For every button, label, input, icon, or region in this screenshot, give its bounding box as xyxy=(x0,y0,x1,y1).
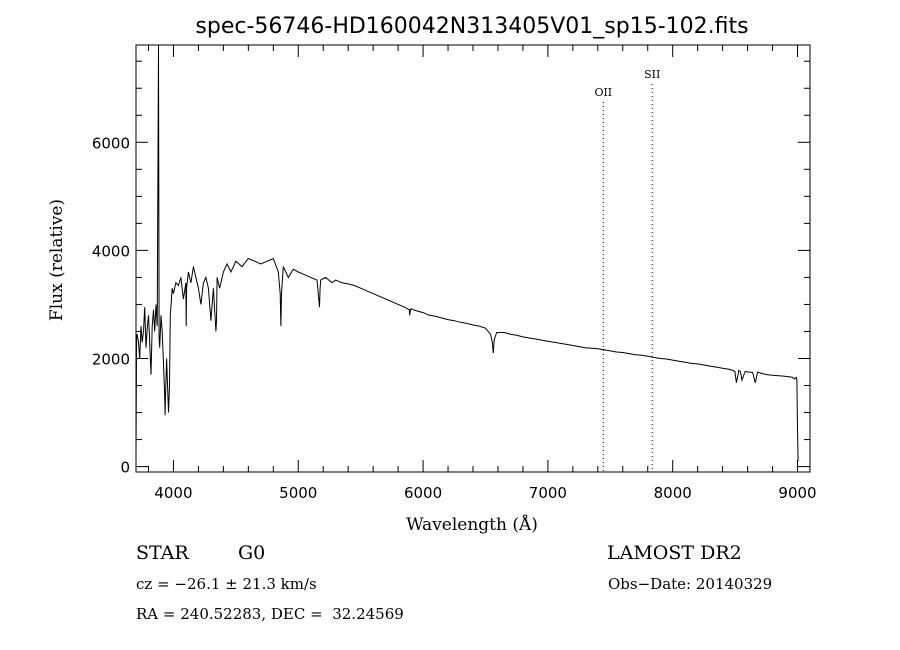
x-tick-label: 4000 xyxy=(154,484,192,502)
x-tick-label: 6000 xyxy=(404,484,442,502)
x-tick-label: 9000 xyxy=(778,484,816,502)
marker-label: SII xyxy=(644,68,660,81)
redshift-cz: cz = −26.1 ± 21.3 km/s xyxy=(136,575,317,593)
y-axis-label: Flux (relative) xyxy=(47,199,67,321)
axis-ticks: 4000 5000 6000 7000 8000 9000 0 2000 4000 6000 xyxy=(92,45,817,502)
marker-label: OII xyxy=(594,86,612,99)
spectrum-line xyxy=(135,44,799,462)
y-tick-label: 6000 xyxy=(92,134,130,152)
x-tick-label: 7000 xyxy=(529,484,567,502)
object-subclass: G0 xyxy=(238,542,266,564)
y-tick-label: 4000 xyxy=(92,242,130,260)
survey-name: LAMOST DR2 xyxy=(607,542,742,564)
y-tick-label: 2000 xyxy=(92,350,130,368)
x-tick-label: 8000 xyxy=(654,484,692,502)
chart-title: spec-56746-HD160042N313405V01_sp15-102.f… xyxy=(195,14,748,39)
x-tick-label: 5000 xyxy=(279,484,317,502)
x-axis-label: Wavelength (Å) xyxy=(406,514,538,535)
obs-date: Obs−Date: 20140329 xyxy=(608,575,773,593)
plot-frame xyxy=(135,44,811,473)
object-class: STAR xyxy=(136,542,189,564)
coordinates: RA = 240.52283, DEC = 32.24569 xyxy=(136,605,404,623)
y-tick-label: 0 xyxy=(120,459,130,477)
line-markers: OII SII xyxy=(594,68,660,472)
